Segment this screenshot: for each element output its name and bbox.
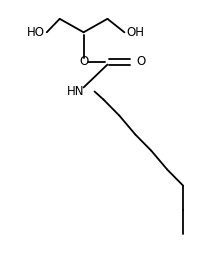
Text: HN: HN xyxy=(67,85,85,98)
Text: HO: HO xyxy=(27,26,45,39)
Text: O: O xyxy=(79,55,88,68)
Text: OH: OH xyxy=(126,26,144,39)
Text: O: O xyxy=(136,55,145,68)
